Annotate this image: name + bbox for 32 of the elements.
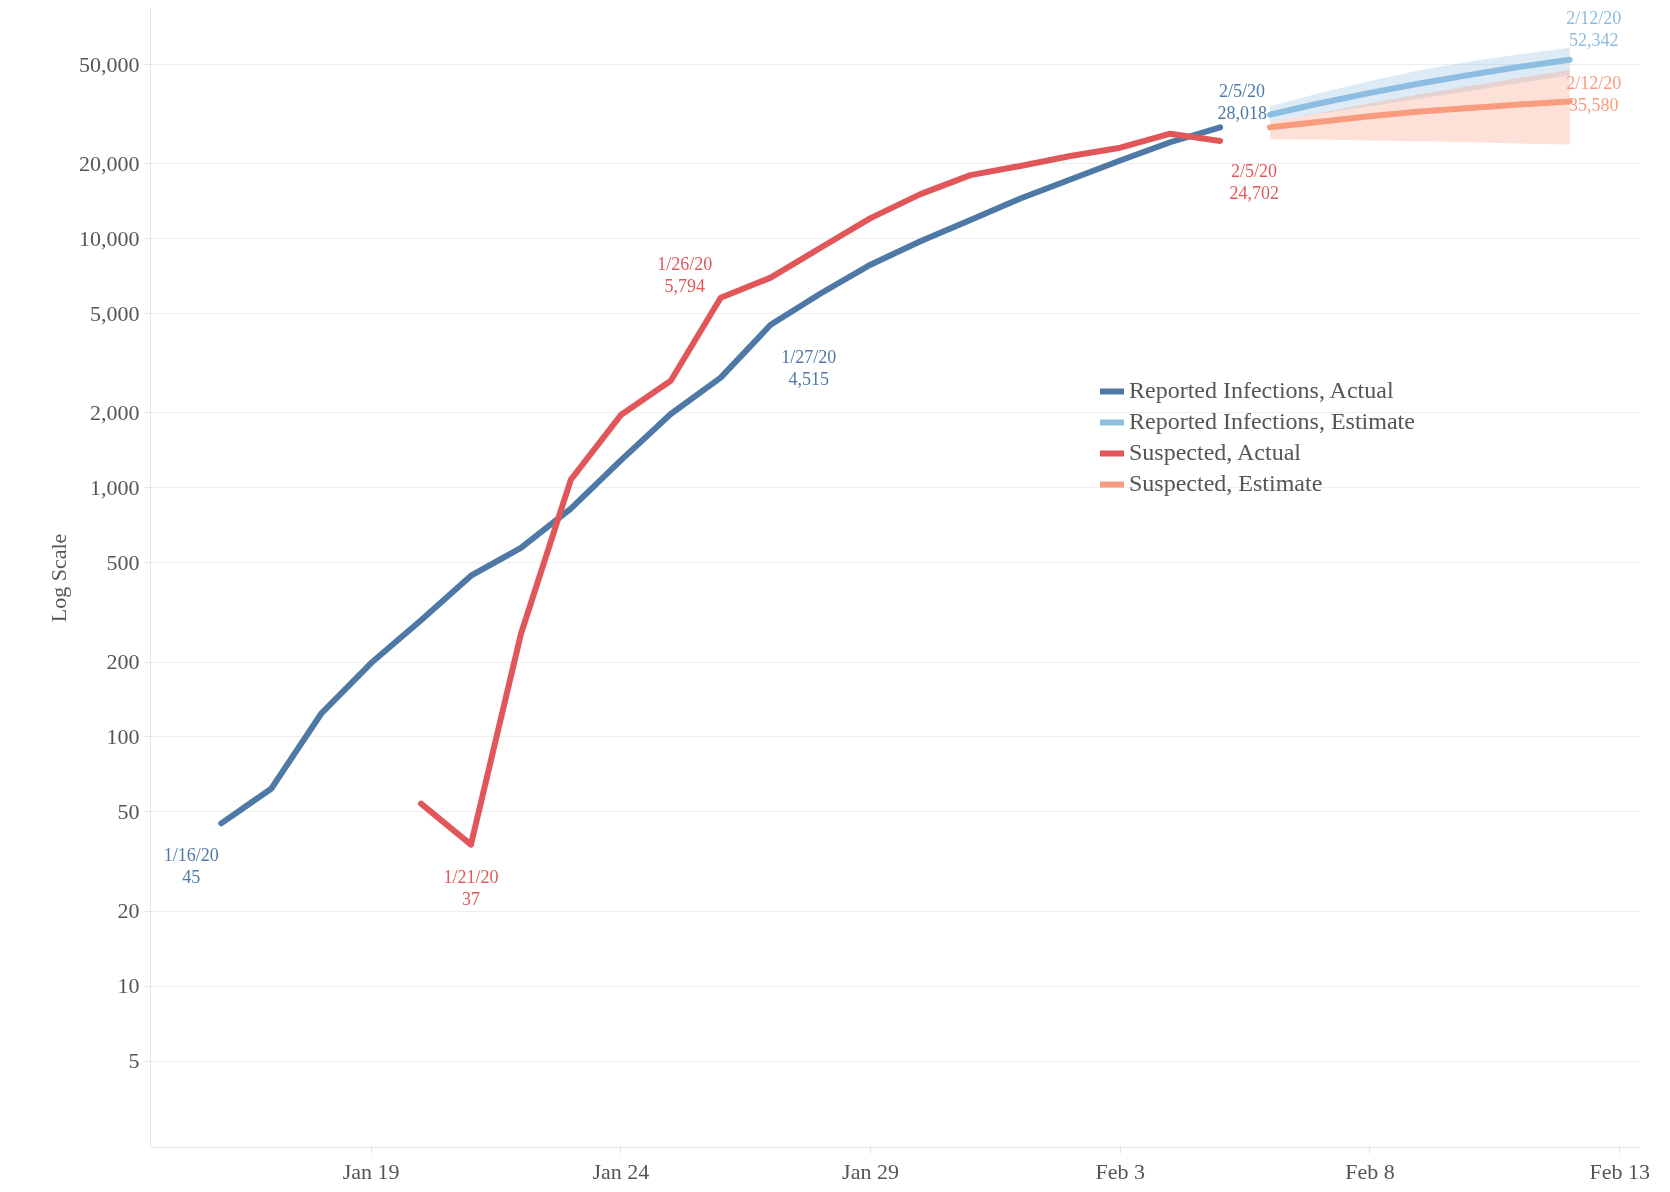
annotation: 2/12/20 52,342 xyxy=(1566,7,1622,50)
annotation: 1/26/20 5,794 xyxy=(657,253,713,296)
y-axis-title: Log Scale xyxy=(46,533,71,623)
legend-label: Suspected, Estimate xyxy=(1129,470,1323,497)
y-tick-label: 5 xyxy=(128,1048,140,1074)
annotation: 1/16/20 45 xyxy=(163,845,219,888)
legend-label: Reported Infections, Actual xyxy=(1129,377,1394,404)
y-tick-label: 1,000 xyxy=(90,474,140,500)
y-tick-label: 50,000 xyxy=(79,51,140,77)
legend-label: Suspected, Actual xyxy=(1129,439,1301,466)
x-tick-label: Jan 24 xyxy=(592,1158,650,1184)
annotation: 1/27/20 4,515 xyxy=(781,346,837,389)
y-tick-label: 20,000 xyxy=(79,150,140,176)
y-tick-label: 50 xyxy=(117,798,140,824)
y-tick-label: 10 xyxy=(117,973,140,999)
x-tick-label: Jan 19 xyxy=(342,1158,400,1184)
annotation: 1/21/20 37 xyxy=(443,866,499,909)
y-tick-label: 10,000 xyxy=(79,225,140,251)
x-tick-label: Feb 13 xyxy=(1589,1158,1650,1184)
legend-label: Reported Infections, Estimate xyxy=(1129,408,1415,435)
y-tick-label: 500 xyxy=(106,549,140,575)
annotation: 2/5/20 28,018 xyxy=(1217,81,1267,124)
x-tick-label: Feb 3 xyxy=(1095,1158,1145,1184)
y-tick-label: 200 xyxy=(106,649,140,674)
y-tick-label: 20 xyxy=(117,898,140,924)
x-tick-label: Jan 29 xyxy=(842,1158,899,1184)
y-tick-label: 5,000 xyxy=(90,300,140,326)
y-tick-label: 100 xyxy=(106,724,140,749)
annotation: 2/12/20 35,580 xyxy=(1566,73,1622,116)
x-tick-label: Feb 8 xyxy=(1345,1158,1395,1184)
y-tick-label: 2,000 xyxy=(90,399,140,425)
annotation: 2/5/20 24,702 xyxy=(1229,160,1279,203)
